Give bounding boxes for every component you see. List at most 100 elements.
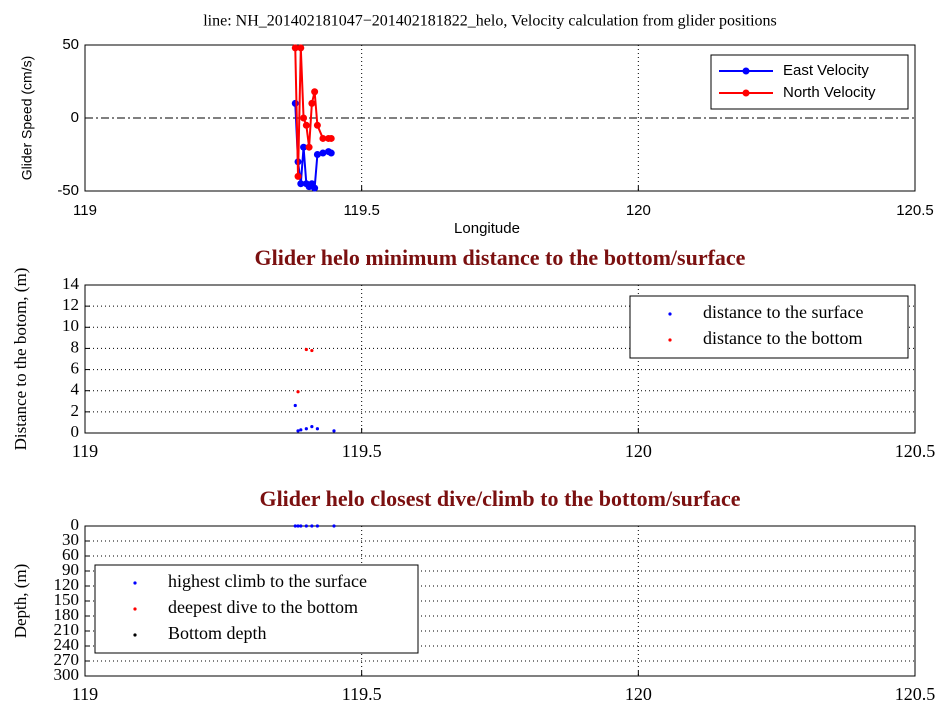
y-tick-label: 90 [62,560,79,579]
y-tick-label: 210 [54,620,80,639]
subplot: Glider helo closest dive/climb to the bo… [11,486,935,704]
series-line [294,47,332,177]
legend-label: distance to the surface [703,302,863,322]
point [296,429,300,433]
marker [300,143,308,151]
point [310,348,314,353]
x-tick-label: 120.5 [895,441,936,461]
chart-title: line: NH_201402181047−201402181822_helo,… [203,13,777,30]
x-tick-label: 119 [72,441,98,461]
subplot: Glider helo minimum distance to the bott… [11,245,935,461]
point [293,403,297,408]
y-tick-label: 6 [71,358,80,377]
x-tick-label: 120.5 [896,202,934,219]
legend-label: Bottom depth [168,623,267,643]
marker [327,149,335,157]
y-axis-label: Glider Speed (cm/s) [19,56,35,180]
point [296,390,300,394]
legend-label: deepest dive to the bottom [168,597,358,617]
y-tick-label: 0 [71,422,80,441]
point [332,524,336,528]
marker [297,180,305,188]
y-tick-label: 180 [54,605,80,624]
x-axis-label: Longitude [454,220,520,237]
legend-marker [133,633,137,637]
marker [300,114,308,122]
legend-label: highest climb to the surface [168,571,367,591]
y-tick-label: 60 [62,545,79,564]
legend-marker [742,67,750,75]
subplot-title: Glider helo minimum distance to the bott… [255,245,746,270]
marker [311,184,319,192]
marker [297,44,305,52]
y-tick-label: -50 [57,182,79,199]
legend-box [629,295,909,359]
marker [313,121,321,129]
point [310,425,314,429]
y-tick-label: 120 [54,575,80,594]
legend-label: East Velocity [783,62,869,79]
marker [291,44,299,52]
point [296,524,300,528]
y-axis-label: Depth, (m) [11,564,30,639]
x-tick-label: 119.5 [342,441,382,461]
x-tick-label: 120 [625,441,652,461]
plot-frame [84,525,916,677]
y-tick-label: 0 [71,109,79,126]
point [315,427,319,431]
point [332,429,336,433]
legend-label: distance to the bottom [703,328,862,348]
point [299,524,303,528]
x-tick-label: 119.5 [343,202,379,219]
marker [302,121,310,129]
legend-marker [133,581,137,585]
marker [319,134,327,142]
y-tick-label: 14 [62,274,80,293]
x-tick-label: 120 [626,202,651,219]
marker [319,149,327,157]
point [293,524,297,528]
legend-marker [668,338,672,342]
y-tick-label: 10 [62,316,79,335]
point [315,524,319,528]
subplot-title: Glider helo closest dive/climb to the bo… [259,486,740,511]
y-tick-label: 8 [71,337,80,356]
point [310,524,314,528]
y-tick-label: 2 [71,401,80,420]
y-tick-label: 150 [54,590,80,609]
y-tick-label: 0 [71,515,80,534]
x-tick-label: 119.5 [342,684,382,704]
x-tick-label: 120 [625,684,652,704]
marker [294,172,302,180]
marker [313,151,321,158]
subplot: line: NH_201402181047−201402181822_helo,… [19,13,934,237]
x-tick-label: 119 [72,684,98,704]
y-tick-label: 30 [62,530,79,549]
y-axis-label: Distance to the botom, (m) [11,268,30,451]
y-tick-label: 50 [62,36,79,53]
legend-box [710,54,909,110]
plot-frame [84,284,916,434]
y-tick-label: 12 [62,295,79,314]
legend-marker [668,312,672,316]
point [304,524,308,528]
point [304,427,308,431]
y-tick-label: 240 [54,635,80,654]
y-tick-label: 300 [54,665,80,684]
marker [311,88,319,96]
y-tick-label: 270 [54,650,80,669]
marker [291,99,299,107]
legend-marker [742,89,750,97]
x-tick-label: 120.5 [895,684,936,704]
x-tick-label: 119 [73,202,97,219]
marker [305,143,313,151]
plot-frame [84,44,916,192]
point [304,347,308,352]
legend-label: North Velocity [783,84,876,101]
point [299,428,303,432]
marker [327,134,335,142]
y-tick-label: 4 [71,380,80,399]
legend-marker [133,607,137,611]
legend-box [94,564,419,654]
